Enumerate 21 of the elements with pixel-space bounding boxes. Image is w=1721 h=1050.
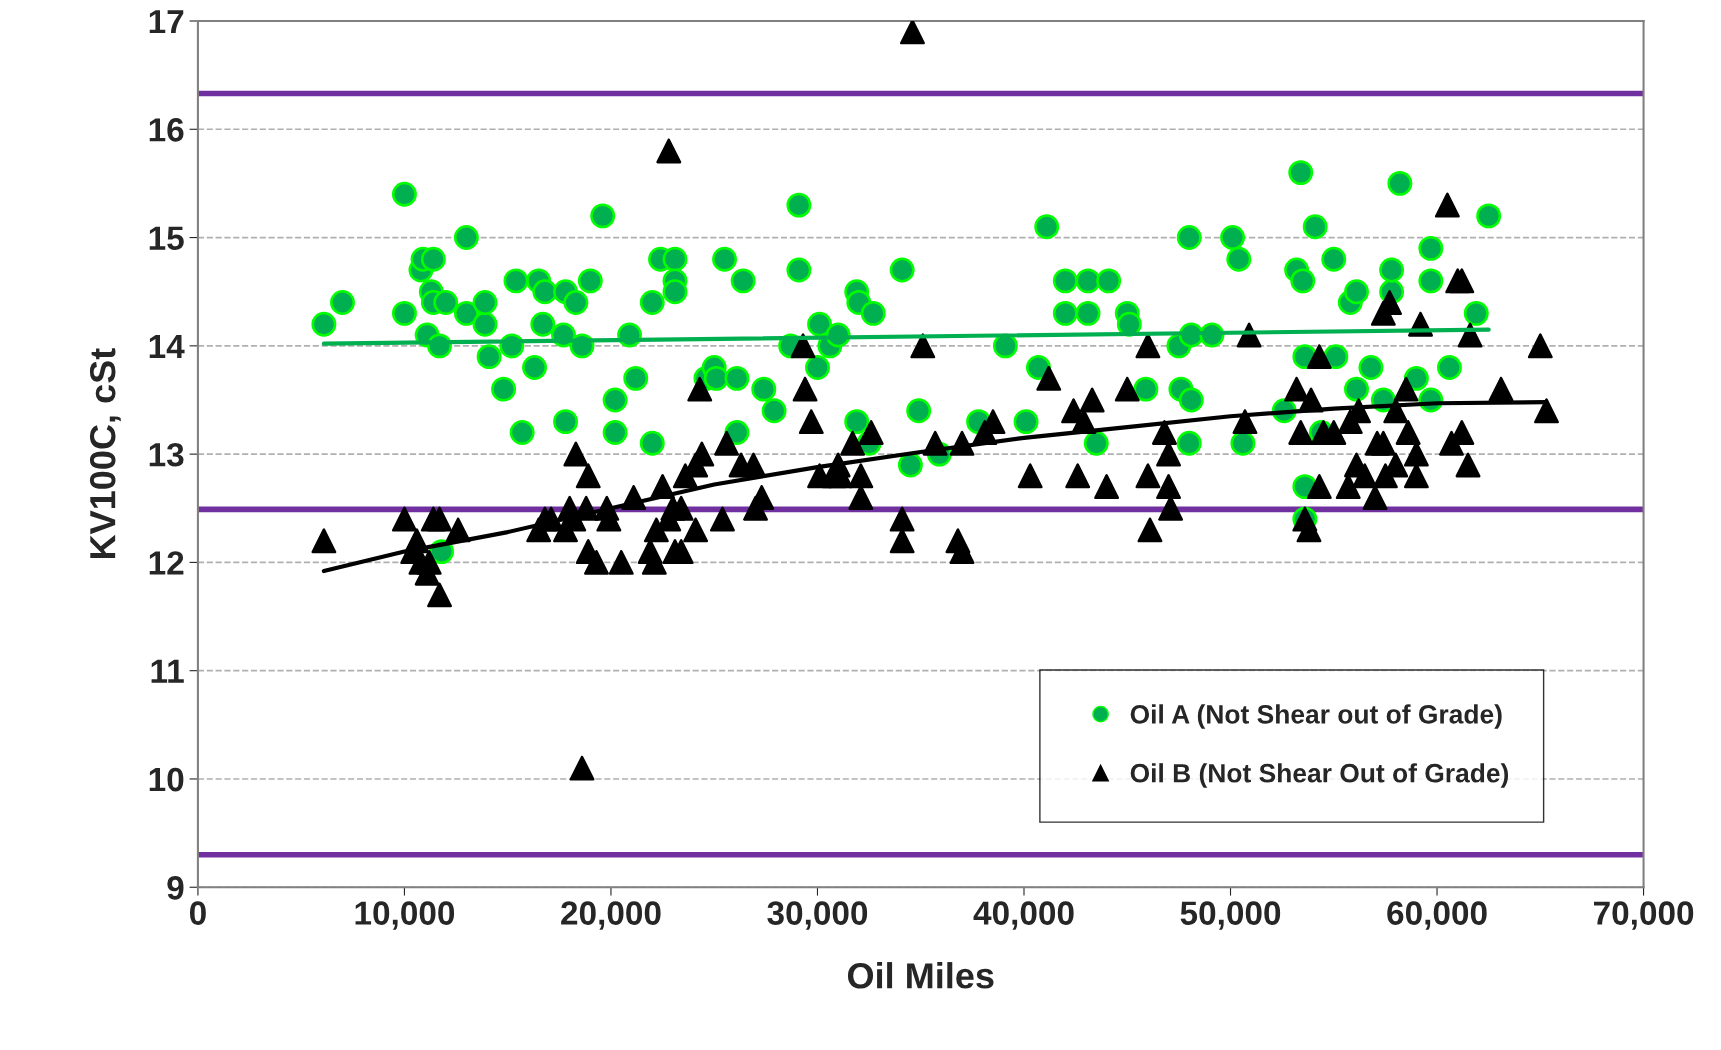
y-tick-label: 12 (149, 551, 184, 575)
legend-label: Oil B (Not Shear Out of Grade) (1130, 763, 1509, 788)
y-tick-label: 9 (167, 876, 184, 900)
x-tick-label: 50,000 (1180, 901, 1281, 930)
y-axis-title: KV100C, cSt (89, 348, 121, 559)
legend-label: Oil A (Not Shear out of Grade) (1130, 704, 1502, 729)
x-tick-label: 70,000 (1594, 901, 1694, 930)
x-tick-label: 30,000 (767, 901, 868, 930)
x-axis-title: Oil Miles (847, 962, 994, 989)
y-tick-label: 13 (149, 442, 184, 467)
y-tick-label: 14 (149, 334, 185, 358)
y-tick-label: 16 (149, 118, 184, 142)
y-tick-label: 15 (149, 226, 184, 250)
y-tick-label: 11 (151, 659, 184, 683)
y-tick-label: 17 (149, 10, 184, 34)
x-tick-label: 20,000 (561, 901, 661, 930)
x-tick-label: 0 (189, 901, 206, 925)
x-tick-label: 60,000 (1387, 901, 1487, 930)
x-tick-label: 10,000 (355, 901, 455, 930)
x-tick-label: 40,000 (973, 901, 1074, 930)
y-tick-label: 10 (149, 767, 184, 792)
